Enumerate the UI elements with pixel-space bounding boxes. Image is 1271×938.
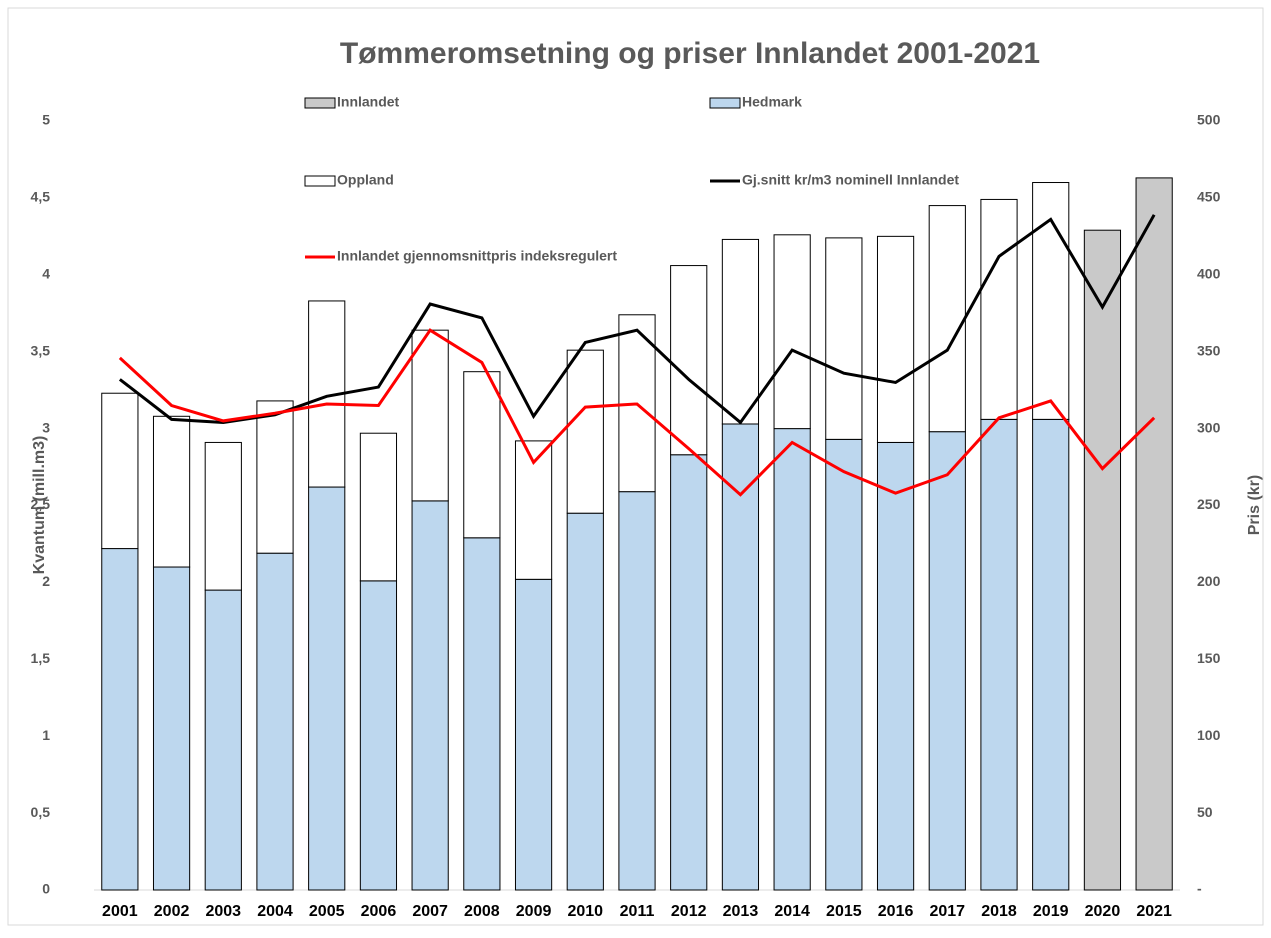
bar	[980, 418, 1018, 891]
x-tick-label: 2017	[929, 903, 965, 920]
bar	[928, 205, 966, 433]
x-tick-label: 2021	[1136, 903, 1172, 920]
bar	[152, 566, 191, 891]
legend-label: Innlandet gjennomsnittpris indeksreguler…	[337, 248, 617, 264]
bar	[721, 238, 760, 425]
bar	[773, 234, 811, 430]
bar	[876, 235, 915, 443]
x-tick-label: 2019	[1033, 903, 1069, 920]
x-tick-label: 2014	[774, 903, 810, 920]
x-tick-label: 2009	[516, 903, 552, 920]
x-tick-label: 2002	[154, 903, 190, 920]
x-tick-label: 2007	[412, 903, 448, 920]
y-tick-label: 2,5	[31, 496, 51, 512]
x-tick-label: 2010	[567, 903, 603, 920]
legend-label: Hedmark	[742, 94, 802, 110]
bar	[566, 349, 604, 514]
x-tick-label: 2018	[981, 903, 1017, 920]
x-tick-label: 2005	[309, 903, 345, 920]
x-tick-label: 2003	[205, 903, 241, 920]
bar	[980, 198, 1018, 420]
y2-tick-label: 150	[1197, 650, 1221, 666]
y-tick-label: 2	[42, 573, 50, 589]
chart-title: Tømmeromsetning og priser Innlandet 2001…	[340, 37, 1040, 70]
x-tick-label: 2006	[361, 903, 397, 920]
x-tick-label: 2004	[257, 903, 293, 920]
bar	[876, 441, 915, 891]
y2-axis-label: Pris (kr)	[1246, 475, 1263, 535]
y2-tick-label: 50	[1197, 804, 1213, 820]
x-tick-label: 2015	[826, 903, 862, 920]
bar	[670, 454, 708, 891]
bar	[566, 512, 604, 891]
legend-label: Innlandet	[337, 94, 400, 110]
bar	[721, 423, 760, 891]
bar	[1032, 418, 1070, 891]
bar	[670, 265, 708, 456]
bar	[618, 491, 656, 891]
y-tick-label: 0,5	[31, 804, 51, 820]
bar	[101, 548, 139, 891]
legend-label: Oppland	[337, 172, 394, 188]
x-tick-label: 2012	[671, 903, 707, 920]
bar	[411, 500, 449, 891]
y-tick-label: 4	[42, 266, 50, 282]
bar	[514, 578, 553, 891]
bar	[359, 432, 398, 582]
y2-tick-label: 250	[1197, 496, 1221, 512]
legend-label: Gj.snitt kr/m3 nominell Innlandet	[742, 172, 959, 188]
bar	[204, 589, 242, 891]
bar	[204, 441, 242, 591]
legend-swatch	[304, 175, 336, 187]
y2-tick-label: 300	[1197, 419, 1221, 435]
y2-tick-label: 350	[1197, 342, 1221, 358]
y2-tick-label: 400	[1197, 266, 1221, 282]
y-tick-label: 1	[42, 727, 50, 743]
bar	[773, 428, 811, 891]
bar	[825, 438, 863, 891]
x-tick-label: 2016	[878, 903, 914, 920]
bar	[463, 371, 501, 539]
y-tick-label: 3	[42, 419, 50, 435]
bar	[411, 329, 449, 502]
y2-tick-label: -	[1197, 881, 1202, 897]
x-tick-label: 2020	[1085, 903, 1121, 920]
x-tick-label: 2013	[723, 903, 759, 920]
bar	[1135, 177, 1173, 891]
legend-swatch	[709, 97, 741, 109]
bar	[1083, 229, 1122, 891]
y-tick-label: 1,5	[31, 650, 51, 666]
y2-tick-label: 500	[1197, 112, 1221, 128]
y2-tick-label: 100	[1197, 727, 1221, 743]
bar	[825, 237, 863, 440]
x-tick-label: 2008	[464, 903, 500, 920]
y-tick-label: 3,5	[31, 342, 51, 358]
bar	[928, 431, 966, 891]
legend-swatch	[304, 97, 336, 109]
y-tick-label: 0	[42, 881, 50, 897]
y2-tick-label: 200	[1197, 573, 1221, 589]
bar	[152, 415, 191, 568]
bar	[256, 400, 294, 554]
line	[118, 214, 1156, 425]
line	[118, 328, 1156, 497]
x-tick-label: 2011	[620, 903, 655, 920]
bar	[256, 552, 294, 891]
y-tick-label: 4,5	[31, 189, 51, 205]
bar	[359, 580, 398, 891]
y-axis-label: Kvantum (mill.m3)	[31, 436, 48, 575]
y2-tick-label: 450	[1197, 189, 1221, 205]
bar	[463, 537, 501, 891]
x-tick-label: 2001	[102, 903, 138, 920]
y-tick-label: 5	[42, 112, 50, 128]
bar	[101, 392, 139, 550]
bar	[308, 486, 346, 891]
